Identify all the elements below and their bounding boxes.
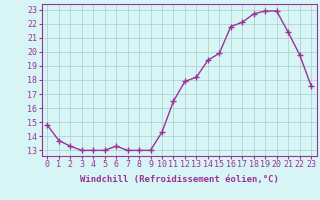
X-axis label: Windchill (Refroidissement éolien,°C): Windchill (Refroidissement éolien,°C) (80, 175, 279, 184)
